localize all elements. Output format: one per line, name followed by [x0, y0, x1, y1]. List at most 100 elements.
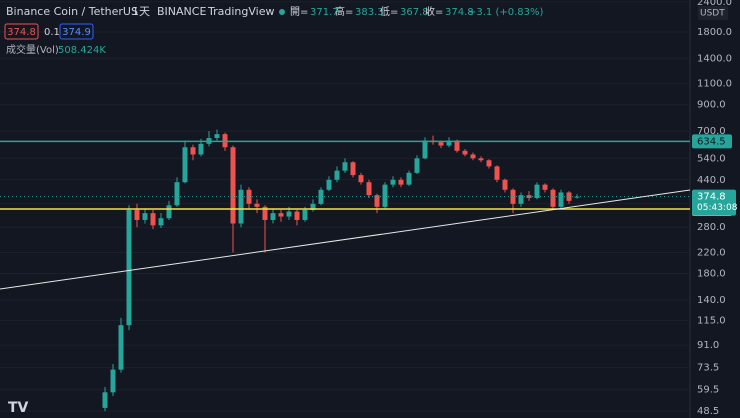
candle-body — [374, 195, 380, 207]
change: +3.1 (+0.83%) — [468, 7, 544, 18]
symbol: Binance Coin / TetherUS — [6, 5, 138, 18]
y-tick-label: 2400.0 — [697, 0, 732, 8]
grid — [0, 1, 690, 412]
candle-body — [262, 206, 268, 220]
candle-body — [446, 140, 452, 146]
candle-body — [358, 175, 364, 183]
candle-body — [470, 154, 476, 159]
candle-body — [382, 184, 388, 207]
candle-body — [398, 179, 404, 185]
candle-body — [494, 166, 500, 180]
candle-body — [126, 209, 132, 326]
candle-body — [542, 184, 548, 190]
candle-body — [406, 172, 412, 185]
candle-body — [390, 179, 396, 185]
logo[interactable]: TV — [8, 400, 29, 416]
y-tick-label: 180.0 — [697, 269, 726, 280]
y-tick-label: 115.0 — [697, 316, 726, 327]
candle-body — [110, 369, 116, 393]
candle-body — [150, 213, 156, 226]
countdown: 05:43:08 — [697, 203, 738, 213]
legend-label: 低= — [380, 5, 398, 18]
candle-body — [438, 142, 444, 146]
y-tick-label: 140.0 — [697, 295, 726, 306]
candle-body — [182, 147, 188, 183]
candle-body — [462, 150, 468, 155]
y-tick-label: 440.0 — [697, 175, 726, 186]
y-tick-label: 1100.0 — [697, 79, 732, 90]
plot — [0, 129, 690, 412]
y-tick-label: 1800.0 — [697, 27, 732, 38]
candle-body — [174, 182, 180, 206]
last-price-label: 374.8 — [697, 192, 726, 203]
candle-body — [310, 203, 316, 210]
candle-body — [134, 209, 140, 220]
y-tick-label: 73.5 — [697, 362, 719, 373]
price-tag — [692, 134, 732, 149]
legend-label: 收= — [425, 5, 443, 18]
candle-body — [366, 182, 372, 196]
volume-label: 成交量(Vol) — [6, 43, 59, 56]
candle-body — [254, 203, 260, 207]
ohlc-legend: 開= 371.7高= 383.3低= 367.8收= 374.8 — [290, 5, 474, 18]
candle-body — [238, 189, 244, 224]
candle-body — [214, 134, 220, 139]
y-tick-label: 900.0 — [697, 100, 726, 111]
trend-line — [0, 189, 691, 290]
candle-body — [278, 213, 284, 217]
last-price-tag — [692, 189, 736, 216]
currency[interactable]: USDT — [700, 9, 725, 19]
candle-body — [478, 158, 484, 161]
candle-body — [118, 325, 124, 370]
brand: TradingView — [207, 5, 274, 18]
legend-value: 367.8 — [400, 7, 429, 18]
y-tick-label: 280.0 — [697, 222, 726, 233]
legend-value: 374.8 — [445, 7, 474, 18]
y-tick-label: 700.0 — [697, 126, 726, 137]
candle-body — [350, 162, 356, 176]
y-tick-label: 91.0 — [697, 340, 719, 351]
candle-body — [486, 160, 492, 167]
candle-body — [190, 147, 196, 155]
candle-body — [334, 170, 340, 180]
bid: 374.8 — [7, 27, 36, 38]
y-tick-label: 540.0 — [697, 153, 726, 164]
ask: 374.9 — [62, 27, 91, 38]
bid-box — [4, 23, 39, 40]
candle-body — [166, 205, 172, 219]
y-tick-label: 220.0 — [697, 247, 726, 258]
exchange: BINANCE — [157, 5, 206, 18]
candle-body — [502, 179, 508, 190]
candle-body — [270, 213, 276, 220]
candle-body — [518, 195, 524, 204]
candle-body — [454, 140, 460, 151]
status-dot — [279, 9, 285, 15]
candle-body — [198, 143, 204, 155]
candle-body — [230, 147, 236, 224]
candle-body — [550, 189, 556, 207]
candle-body — [414, 158, 420, 173]
candle-body — [158, 218, 164, 226]
volume-value: 508.424K — [58, 45, 106, 56]
y-tick-label: 48.5 — [697, 406, 719, 417]
price-tag-label: 634.5 — [697, 136, 726, 147]
legend-value: 371.7 — [310, 7, 339, 18]
legend-label: 高= — [335, 5, 353, 18]
candle-body — [534, 184, 540, 198]
candle-body — [558, 192, 564, 207]
ask-box — [59, 23, 94, 40]
price-axis: 2400.0 1800.0 1400.0 1100.0 900.0 700.0 540.0 4… — [692, 0, 738, 417]
currency-button[interactable] — [698, 6, 728, 20]
candle-body — [142, 213, 148, 220]
candle-body — [342, 162, 348, 171]
candle-body — [302, 209, 308, 220]
candle-body — [286, 211, 292, 217]
y-tick-label: 1400.0 — [697, 53, 732, 64]
spread: 0.1 — [44, 27, 60, 38]
candle-body — [102, 392, 108, 408]
interval: 1天 — [132, 5, 150, 18]
candle-body — [326, 179, 332, 190]
y-tick-label: 59.5 — [697, 385, 719, 396]
